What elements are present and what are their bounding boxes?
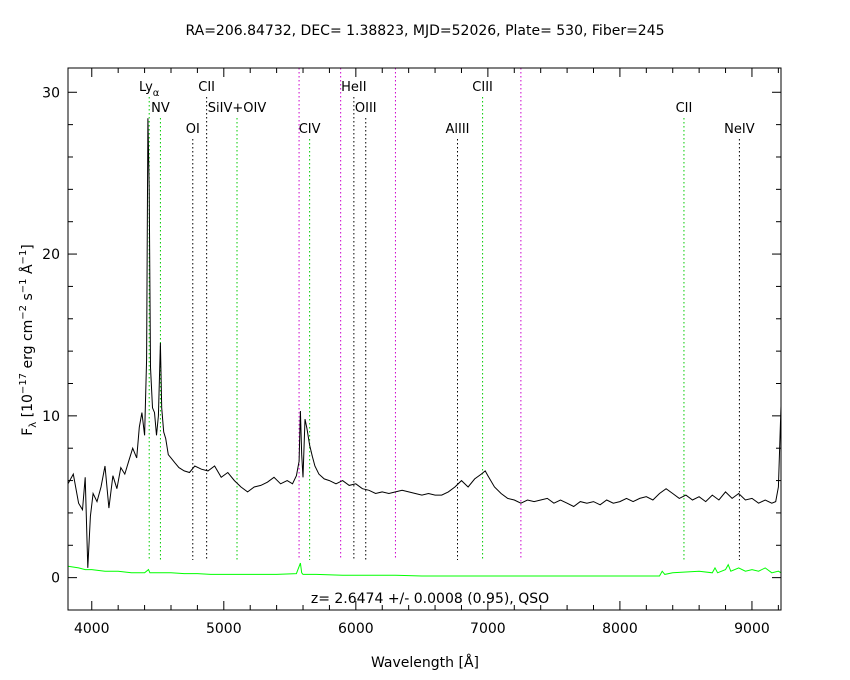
line-label-15: CII: [676, 101, 693, 116]
line-label-5: SiIV+OIV: [208, 101, 267, 116]
ylabel-angstrom: Å: [19, 264, 36, 278]
y-tick-label: 0: [51, 571, 60, 587]
ylabel-lambda: λ: [28, 422, 39, 428]
ylabel-exp17: −17: [18, 373, 29, 394]
ylabel-close: ]: [20, 244, 36, 249]
x-tick-label: 7000: [470, 621, 506, 637]
x-tick-label: 5000: [206, 621, 242, 637]
line-label-sub-1: α: [153, 88, 160, 99]
x-axis-label: Wavelength [Å]: [371, 654, 479, 671]
y-tick-label: 10: [42, 409, 60, 425]
ylabel-s: s: [20, 293, 36, 305]
ylabel-open: [10: [20, 394, 36, 422]
y-axis: 0 10 20 30: [42, 85, 781, 611]
x-tick-label: 9000: [734, 621, 770, 637]
emission-line-markers: Lyα NV OI CII SiIV+OIV CIV HeII OIII AlIII CIII CI…: [139, 68, 755, 560]
x-tick-label: 8000: [602, 621, 638, 637]
y-axis-label: Fλ [10−17 erg cm−2 s−1 Å−1]: [18, 244, 39, 436]
ylabel-exp1a: −1: [18, 278, 29, 293]
ylabel-exp2: −2: [18, 305, 29, 320]
spectrum-series-1: [67, 118, 782, 568]
line-label-16: NeIV: [724, 122, 755, 137]
ylabel-erg: erg cm: [20, 320, 36, 373]
ylabel-f: F: [20, 428, 36, 436]
plot-frame: [67, 67, 782, 611]
y-tick-label: 30: [42, 85, 60, 101]
x-tick-label: 4000: [74, 621, 110, 637]
line-label-2: NV: [151, 101, 170, 116]
line-label-3: OI: [186, 122, 200, 137]
y-tick-label: 20: [42, 247, 60, 263]
line-label-9: HeII: [341, 80, 366, 95]
spectrum-series-2: [67, 562, 782, 577]
line-label-4: CII: [198, 80, 215, 95]
line-label-12: AlIII: [446, 122, 470, 137]
chart-title: RA=206.84732, DEC= 1.38823, MJD=52026, P…: [185, 23, 664, 39]
line-label-7: CIV: [299, 122, 321, 137]
line-label-13: CIII: [472, 80, 493, 95]
line-label-10: OIII: [355, 101, 377, 116]
ylabel-exp1b: −1: [18, 250, 29, 265]
redshift-annotation: z= 2.6474 +/- 0.0008 (0.95), QSO: [311, 591, 549, 607]
x-axis: 4000 5000 6000 7000 8000 9000: [74, 68, 779, 637]
x-tick-label: 6000: [338, 621, 374, 637]
spectrum-series: [67, 118, 782, 577]
line-label-1: Lyα: [139, 80, 160, 99]
